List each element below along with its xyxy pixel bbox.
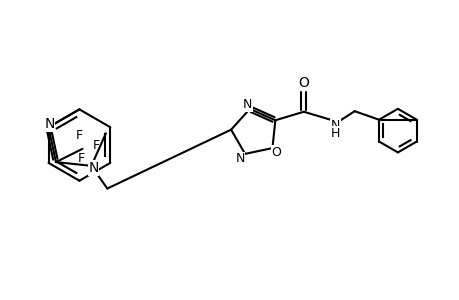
- Text: H: H: [330, 127, 339, 140]
- Text: N: N: [330, 119, 339, 132]
- Text: O: O: [271, 146, 281, 158]
- Text: N: N: [235, 152, 244, 165]
- Text: F: F: [93, 139, 100, 152]
- Text: F: F: [76, 129, 83, 142]
- Text: N: N: [44, 117, 55, 131]
- Text: O: O: [298, 76, 308, 90]
- Text: N: N: [88, 161, 98, 175]
- Text: F: F: [78, 152, 85, 165]
- Text: N: N: [243, 98, 252, 111]
